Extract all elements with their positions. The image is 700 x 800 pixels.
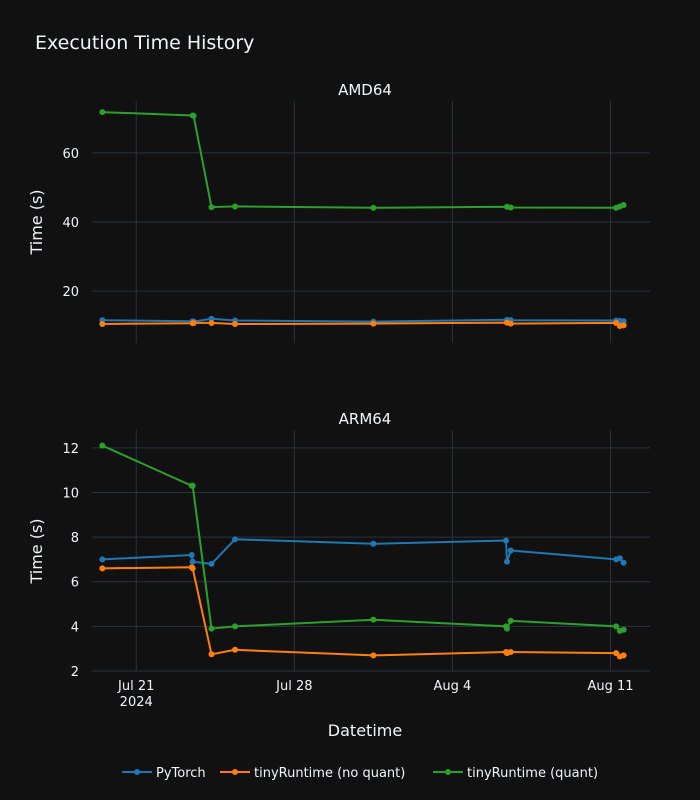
- chart-title: Execution Time History: [35, 32, 254, 54]
- grid-amd64: [92, 101, 650, 343]
- data-point-tinyruntime-no-quant-amd64: [208, 319, 215, 326]
- data-point-pytorch-arm64: [616, 555, 623, 562]
- panel-subtitle-arm64: ARM64: [339, 410, 392, 428]
- data-point-tinyruntime-quant-arm64: [370, 616, 377, 623]
- data-point-tinyruntime-quant-arm64: [503, 625, 510, 632]
- panel-subtitle-amd64: AMD64: [338, 81, 392, 99]
- data-point-tinyruntime-quant-amd64: [620, 202, 627, 209]
- legend-swatch-marker: [232, 769, 238, 775]
- panel-arm64: ARM64 2 4 6 8 10 12 Time (s): [27, 410, 650, 680]
- series-amd64: [99, 109, 627, 330]
- y-tick-label-amd64: 60: [62, 147, 79, 162]
- data-point-pytorch-arm64: [232, 536, 239, 543]
- data-point-pytorch-amd64: [620, 318, 627, 325]
- x-tick-label: Aug 4: [433, 679, 471, 694]
- legend-item-tinyruntime-no-quant[interactable]: tinyRuntime (no quant): [220, 766, 405, 781]
- data-point-tinyruntime-no-quant-arm64: [232, 646, 239, 653]
- y-ticks-arm64: 2 4 6 8 10 12: [62, 442, 79, 680]
- x-tick-sublabel: 2024: [120, 695, 153, 710]
- data-point-pytorch-arm64: [208, 560, 215, 567]
- data-point-tinyruntime-quant-amd64: [370, 204, 377, 211]
- data-point-tinyruntime-quant-amd64: [208, 204, 215, 211]
- data-point-tinyruntime-no-quant-amd64: [507, 320, 514, 327]
- y-tick-label-arm64: 8: [71, 531, 79, 546]
- legend-item-pytorch[interactable]: PyTorch: [122, 766, 206, 781]
- legend[interactable]: PyTorch tinyRuntime (no quant) tinyRuntime…: [122, 766, 598, 781]
- data-point-tinyruntime-quant-amd64: [232, 203, 239, 210]
- x-tick-label: Jul 28: [275, 679, 312, 694]
- data-point-tinyruntime-quant-amd64: [99, 109, 106, 116]
- legend-label: tinyRuntime (no quant): [254, 766, 405, 781]
- data-point-tinyruntime-quant-arm64: [208, 625, 215, 632]
- x-tick-label: Aug 11: [587, 679, 633, 694]
- data-point-tinyruntime-no-quant-arm64: [208, 651, 215, 658]
- data-point-tinyruntime-no-quant-amd64: [99, 320, 106, 327]
- data-point-pytorch-arm64: [503, 558, 510, 565]
- data-point-pytorch-arm64: [503, 537, 510, 544]
- data-point-tinyruntime-quant-amd64: [507, 204, 514, 211]
- legend-swatch-marker: [445, 769, 451, 775]
- y-tick-label-amd64: 20: [62, 285, 79, 300]
- x-axis-title: Datetime: [328, 721, 402, 740]
- y-tick-label-amd64: 40: [62, 216, 79, 231]
- y-axis-title-amd64: Time (s): [27, 189, 46, 255]
- data-point-tinyruntime-no-quant-arm64: [507, 649, 514, 656]
- data-point-pytorch-arm64: [189, 558, 196, 565]
- data-point-pytorch-arm64: [99, 556, 106, 563]
- data-point-tinyruntime-quant-arm64: [507, 617, 514, 624]
- data-point-pytorch-arm64: [370, 540, 377, 547]
- data-point-tinyruntime-quant-arm64: [620, 626, 627, 633]
- y-tick-label-arm64: 6: [71, 576, 79, 591]
- data-point-tinyruntime-quant-arm64: [613, 623, 620, 630]
- data-point-pytorch-arm64: [507, 547, 514, 554]
- data-point-tinyruntime-no-quant-amd64: [620, 322, 627, 329]
- legend-item-tinyruntime-quant[interactable]: tinyRuntime (quant): [433, 766, 598, 781]
- y-ticks-amd64: 20 40 60: [62, 147, 79, 300]
- data-point-tinyruntime-no-quant-arm64: [99, 565, 106, 572]
- data-point-tinyruntime-no-quant-amd64: [190, 319, 197, 326]
- y-tick-label-arm64: 4: [71, 620, 79, 635]
- y-tick-label-arm64: 10: [62, 486, 79, 501]
- y-axis-title-arm64: Time (s): [27, 518, 46, 584]
- data-point-tinyruntime-no-quant-arm64: [189, 565, 196, 572]
- data-point-tinyruntime-quant-arm64: [99, 442, 106, 449]
- series-arm64: [99, 442, 627, 660]
- data-point-tinyruntime-no-quant-arm64: [620, 652, 627, 659]
- legend-label: PyTorch: [156, 766, 206, 781]
- x-tick-label: Jul 21: [117, 679, 154, 694]
- data-point-tinyruntime-quant-arm64: [189, 482, 196, 489]
- legend-swatch-marker: [134, 769, 140, 775]
- grid-arm64: [92, 430, 650, 672]
- data-point-pytorch-arm64: [188, 551, 195, 558]
- data-point-tinyruntime-no-quant-amd64: [370, 320, 377, 327]
- y-tick-label-arm64: 12: [62, 442, 79, 457]
- y-tick-label-arm64: 2: [71, 665, 79, 680]
- data-point-pytorch-arm64: [620, 559, 627, 566]
- data-point-tinyruntime-quant-arm64: [232, 623, 239, 630]
- data-point-tinyruntime-no-quant-arm64: [370, 652, 377, 659]
- data-point-pytorch-amd64: [208, 315, 215, 322]
- data-point-tinyruntime-quant-amd64: [190, 112, 197, 119]
- legend-label: tinyRuntime (quant): [467, 766, 598, 781]
- panel-amd64: AMD64 20 40 60 Time (s): [27, 81, 650, 343]
- data-point-tinyruntime-no-quant-amd64: [232, 320, 239, 327]
